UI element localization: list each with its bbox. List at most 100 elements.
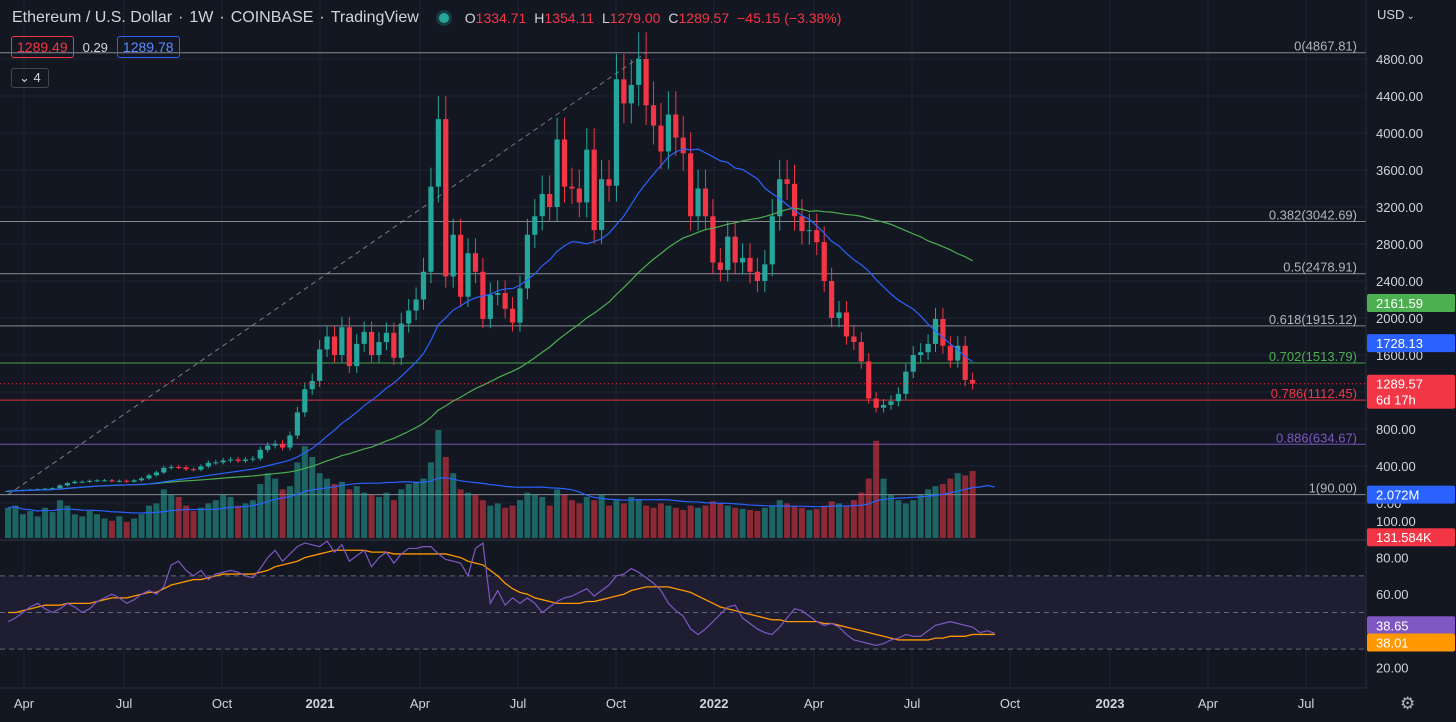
volume-bar	[850, 500, 857, 538]
candle-body	[220, 460, 226, 463]
volume-bar	[583, 496, 590, 538]
candle-body	[250, 458, 256, 460]
volume-bar	[539, 496, 546, 538]
volume-bar	[895, 500, 902, 538]
candle-body	[888, 401, 894, 405]
candle-body	[680, 137, 686, 154]
candle-body	[851, 336, 857, 343]
volume-bar	[739, 508, 746, 538]
fib-level-label: 0.382(3042.69)	[1269, 208, 1357, 223]
source-label: TradingView	[330, 9, 419, 26]
buy-button[interactable]: 1289.78	[116, 36, 180, 58]
axis-price-tag	[1367, 374, 1455, 409]
candle-body	[628, 84, 634, 104]
volume-bar	[272, 478, 279, 538]
fib-level-label: 0(4867.81)	[1294, 39, 1357, 54]
ohlc-change: −45.15 (−3.38%)	[737, 10, 842, 26]
volume-bar	[613, 500, 620, 538]
candle-body	[732, 236, 738, 263]
candle-body	[228, 459, 234, 461]
interval-label[interactable]: 1W	[189, 9, 214, 26]
symbol-title[interactable]: Ethereum / U.S. Dollar	[12, 9, 173, 26]
volume-bar	[420, 478, 427, 538]
candle-body	[42, 488, 48, 490]
volume-bar	[294, 462, 301, 538]
candle-body	[643, 59, 649, 106]
volume-bar	[472, 494, 479, 538]
volume-bar	[635, 499, 642, 538]
volume-bar	[383, 492, 390, 538]
gear-icon[interactable]: ⚙	[1400, 694, 1416, 713]
axis-price-tag	[1367, 334, 1455, 353]
candle-body	[947, 345, 953, 361]
candle-body	[769, 216, 775, 265]
candle-body	[176, 466, 182, 468]
candle-body	[302, 389, 308, 413]
volume-bar	[798, 507, 805, 538]
indicators-toggle[interactable]: ⌄ 4	[11, 68, 49, 88]
volume-bar	[56, 500, 63, 538]
price-tick-label: 3600.00	[1376, 163, 1423, 178]
volume-bar	[939, 484, 946, 538]
volume-bar	[910, 500, 917, 538]
candle-body	[57, 485, 63, 489]
currency-selector[interactable]: USD ⌄	[1377, 7, 1415, 22]
rsi-tick-label: 60.00	[1376, 587, 1409, 602]
candle-body	[413, 299, 419, 311]
volume-bar	[665, 505, 672, 538]
candle-body	[406, 310, 412, 324]
volume-bar	[353, 486, 360, 538]
volume-bar	[316, 473, 323, 538]
price-tick-label: 4800.00	[1376, 52, 1423, 67]
volume-bar	[42, 507, 49, 538]
volume-bar	[821, 505, 828, 538]
price-axis-background	[1366, 0, 1456, 722]
candle-body	[168, 466, 174, 468]
candle-body	[532, 216, 538, 235]
volume-bar	[49, 512, 56, 538]
rsi-tick-label: 20.00	[1376, 660, 1409, 675]
candle-body	[658, 125, 664, 152]
candle-body	[509, 308, 516, 323]
volume-bar	[138, 514, 145, 538]
volume-bar	[405, 484, 412, 538]
fib-level-label: 0.618(1915.12)	[1269, 312, 1357, 327]
candle-body	[287, 435, 293, 448]
candle-body	[836, 312, 842, 318]
sell-button[interactable]: 1289.49	[11, 36, 74, 58]
candle-body	[383, 332, 390, 343]
volume-bar	[828, 501, 835, 538]
volume-bar	[769, 505, 776, 538]
volume-bar	[212, 500, 219, 538]
volume-bar	[220, 494, 227, 538]
candle-body	[265, 445, 271, 450]
price-tick-label: 4400.00	[1376, 89, 1423, 104]
rsi-tick-label: 100.00	[1376, 514, 1416, 529]
volume-bar	[724, 505, 731, 538]
axis-price-tag	[1367, 294, 1455, 313]
candle-body	[791, 183, 798, 217]
volume-bar	[620, 503, 627, 538]
volume-bar	[479, 500, 486, 538]
time-tick-label: 2023	[1096, 696, 1125, 711]
volume-bar	[442, 457, 449, 538]
volume-bar	[197, 507, 204, 538]
candle-body	[213, 462, 219, 464]
bid-ask-row: 1289.49 0.29 1289.78	[11, 36, 180, 58]
candle-body	[584, 149, 590, 203]
candle-body	[821, 242, 827, 281]
rsi-line	[7, 540, 996, 647]
axis-price-tag-label: 1728.13	[1376, 336, 1423, 351]
candle-body	[465, 253, 471, 297]
market-status-icon[interactable]	[438, 13, 449, 23]
ma20-line	[7, 148, 973, 492]
volume-bar	[205, 503, 212, 538]
volume-bar	[791, 505, 798, 538]
candle-body	[428, 186, 434, 272]
time-tick-label: Oct	[1000, 696, 1021, 711]
candle-body	[161, 467, 167, 473]
candle-body	[814, 230, 820, 243]
chevron-down-icon: ⌄	[19, 70, 30, 85]
candle-body	[398, 323, 404, 358]
